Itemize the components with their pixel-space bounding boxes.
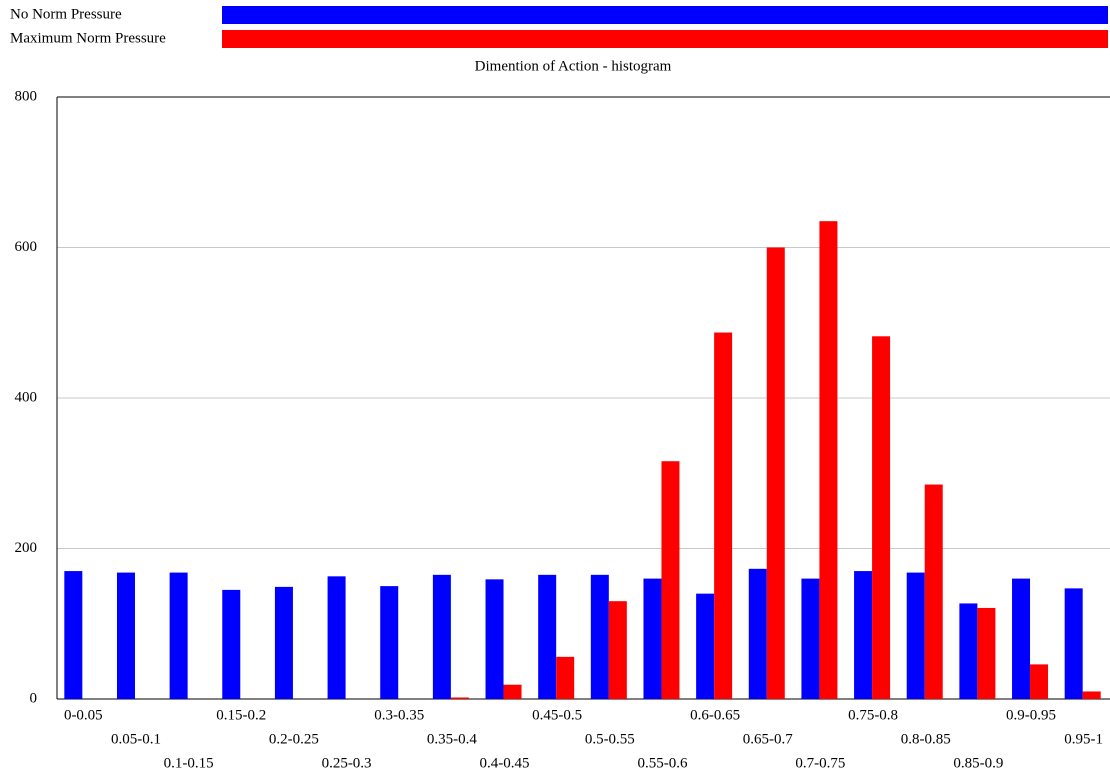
bar — [714, 332, 733, 699]
bar — [608, 601, 627, 699]
bar — [854, 571, 873, 699]
legend-label: No Norm Pressure — [10, 6, 122, 22]
bar — [380, 586, 399, 699]
bar — [748, 568, 767, 699]
bar — [643, 578, 662, 699]
x-tick-label: 0.5-0.55 — [585, 731, 635, 747]
x-tick-label: 0.05-0.1 — [111, 731, 161, 747]
bar — [538, 574, 557, 699]
y-tick-label: 400 — [15, 389, 38, 405]
legend-label: Maximum Norm Pressure — [10, 30, 166, 46]
x-tick-label: 0.15-0.2 — [216, 707, 266, 723]
bar — [503, 684, 522, 699]
legend-swatch — [222, 6, 1108, 24]
bar — [801, 578, 820, 699]
x-tick-label: 0.8-0.85 — [901, 731, 951, 747]
x-tick-label: 0.1-0.15 — [164, 755, 214, 771]
bar — [872, 336, 891, 699]
y-tick-label: 800 — [15, 88, 38, 104]
x-tick-label: 0.65-0.7 — [743, 731, 793, 747]
bar — [590, 574, 609, 699]
x-tick-label: 0.25-0.3 — [322, 755, 372, 771]
y-tick-label: 0 — [30, 690, 38, 706]
bar — [432, 574, 451, 699]
bar — [222, 589, 241, 699]
bar — [819, 221, 838, 699]
x-tick-label: 0.9-0.95 — [1006, 707, 1056, 723]
bar — [116, 572, 135, 699]
x-tick-label: 0.55-0.6 — [637, 755, 687, 771]
bar — [169, 572, 188, 699]
bar — [556, 656, 575, 699]
bar — [977, 607, 996, 699]
bar — [1012, 578, 1031, 699]
bar — [1064, 588, 1083, 699]
x-tick-label: 0.35-0.4 — [427, 731, 477, 747]
chart-title: Dimention of Action - histogram — [475, 58, 672, 74]
bar — [1082, 691, 1101, 699]
bar — [485, 579, 504, 699]
x-tick-label: 0.7-0.75 — [795, 755, 845, 771]
legend-swatch — [222, 30, 1108, 48]
x-tick-label: 0.85-0.9 — [953, 755, 1003, 771]
x-tick-label: 0.95-1 — [1064, 731, 1103, 747]
bar — [959, 603, 978, 699]
y-tick-label: 200 — [15, 540, 38, 556]
bar — [906, 572, 925, 699]
y-tick-label: 600 — [15, 239, 38, 255]
x-tick-label: 0.6-0.65 — [690, 707, 740, 723]
bar — [1030, 664, 1049, 699]
x-tick-label: 0-0.05 — [64, 707, 103, 723]
x-tick-label: 0.3-0.35 — [374, 707, 424, 723]
x-tick-label: 0.4-0.45 — [480, 755, 530, 771]
bar — [661, 461, 680, 699]
bar — [450, 697, 469, 699]
bar — [327, 576, 346, 699]
bar — [924, 484, 943, 699]
bar — [696, 593, 715, 699]
x-tick-label: 0.75-0.8 — [848, 707, 898, 723]
bar — [766, 247, 785, 699]
x-tick-label: 0.2-0.25 — [269, 731, 319, 747]
bar — [64, 571, 83, 699]
x-tick-label: 0.45-0.5 — [532, 707, 582, 723]
bar — [274, 586, 293, 699]
